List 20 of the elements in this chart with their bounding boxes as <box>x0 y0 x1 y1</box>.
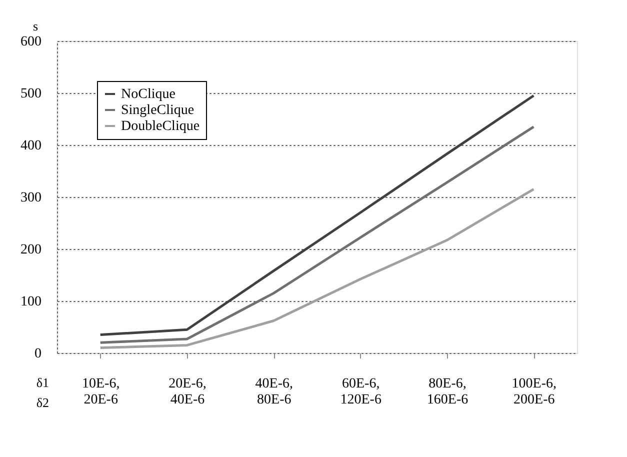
y-tick-label: 0 <box>34 346 42 362</box>
y-tick-label: 400 <box>20 138 42 154</box>
x-tick-label: 60E-6, 120E-6 <box>340 376 382 408</box>
y-tick-label: 200 <box>20 242 42 258</box>
legend-label: DoubleClique <box>121 119 200 134</box>
y-axis-title: s <box>32 18 38 34</box>
y-tick-label: 600 <box>20 34 42 50</box>
line-series <box>99 188 535 350</box>
text: δ1 <box>36 375 49 390</box>
y-tick-label: 500 <box>20 86 42 102</box>
x-tick-label: 100E-6, 200E-6 <box>512 376 557 408</box>
y-tick-label: 300 <box>20 190 42 206</box>
text: δ2 <box>36 395 49 410</box>
x-tick-label: 20E-6, 40E-6 <box>168 376 206 408</box>
x-tick-label: 10E-6, 20E-6 <box>82 376 120 408</box>
legend-label: SingleClique <box>121 103 194 118</box>
x-tick-label: 80E-6, 160E-6 <box>426 376 468 408</box>
legend-label: NoClique <box>121 87 176 102</box>
x-tick-label: 40E-6, 80E-6 <box>255 376 294 408</box>
y-tick-label: 100 <box>20 294 42 310</box>
